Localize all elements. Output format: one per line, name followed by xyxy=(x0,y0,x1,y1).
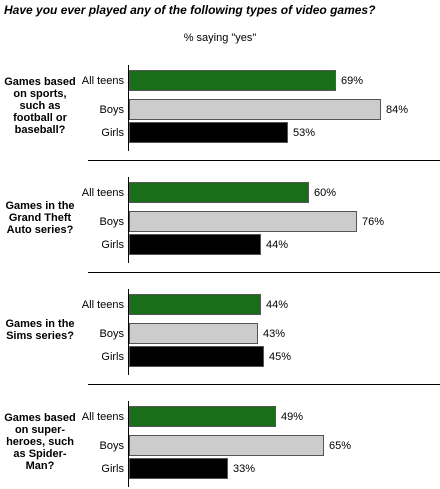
bar xyxy=(129,234,261,255)
axis-line xyxy=(128,289,129,375)
bar xyxy=(129,122,288,143)
series-label: Girls xyxy=(101,351,124,363)
bar xyxy=(129,70,336,91)
value-label: 44% xyxy=(266,239,289,251)
value-label: 44% xyxy=(266,299,289,311)
separator xyxy=(88,384,440,385)
series-label: Girls xyxy=(101,127,124,139)
group-label: Games based on super-heroes, such as Spi… xyxy=(4,412,76,472)
series-label: Boys xyxy=(99,216,124,228)
bar xyxy=(129,211,357,232)
group-label: Games based on sports, such as football … xyxy=(4,76,76,136)
chart-title: Have you ever played any of the followin… xyxy=(4,3,376,17)
axis-line xyxy=(128,401,129,487)
series-label: All teens xyxy=(81,75,124,87)
chart-subtitle: % saying "yes" xyxy=(183,32,257,44)
bar xyxy=(129,99,381,120)
series-label: Boys xyxy=(99,440,124,452)
axis-line xyxy=(128,65,129,151)
value-label: 49% xyxy=(281,411,304,423)
value-label: 33% xyxy=(233,463,256,475)
value-label: 60% xyxy=(314,187,337,199)
series-label: Boys xyxy=(99,328,124,340)
series-label: All teens xyxy=(81,411,124,423)
separator xyxy=(88,272,440,273)
bar xyxy=(129,458,228,479)
value-label: 43% xyxy=(263,328,286,340)
value-label: 65% xyxy=(329,440,352,452)
series-label: All teens xyxy=(81,299,124,311)
series-label: Girls xyxy=(101,239,124,251)
series-label: Girls xyxy=(101,463,124,475)
group-label: Games in the Grand Theft Auto series? xyxy=(5,200,75,236)
separator xyxy=(88,160,440,161)
series-label: Boys xyxy=(99,104,124,116)
axis-line xyxy=(128,177,129,263)
value-label: 84% xyxy=(386,104,409,116)
bar xyxy=(129,323,258,344)
bar xyxy=(129,294,261,315)
bar xyxy=(129,346,264,367)
bar xyxy=(129,182,309,203)
value-label: 76% xyxy=(362,216,385,228)
group-label: Games in the Sims series? xyxy=(5,318,75,342)
bar xyxy=(129,435,324,456)
value-label: 69% xyxy=(341,75,364,87)
value-label: 45% xyxy=(269,351,292,363)
bar xyxy=(129,406,276,427)
series-label: All teens xyxy=(81,187,124,199)
value-label: 53% xyxy=(293,127,316,139)
